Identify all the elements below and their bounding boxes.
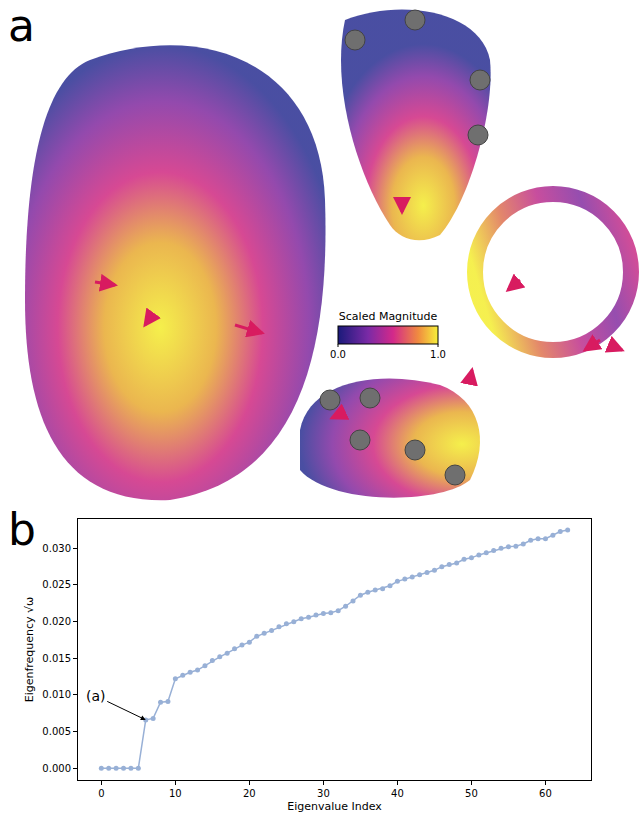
svg-text:0.005: 0.005 <box>42 726 71 737</box>
svg-text:0.0: 0.0 <box>330 349 346 360</box>
svg-text:0.010: 0.010 <box>42 689 71 700</box>
svg-text:Eigenfrequency √ω: Eigenfrequency √ω <box>23 597 36 703</box>
svg-text:(a): (a) <box>86 688 106 704</box>
svg-text:30: 30 <box>317 788 330 799</box>
svg-text:Scaled Magnitude: Scaled Magnitude <box>339 310 438 323</box>
svg-text:0.000: 0.000 <box>42 763 71 774</box>
svg-text:Eigenvalue Index: Eigenvalue Index <box>287 800 382 813</box>
html-text:a: a <box>8 0 35 51</box>
svg-text:0.030: 0.030 <box>42 543 71 554</box>
svg-text:0: 0 <box>98 788 104 799</box>
svg-text:20: 20 <box>243 788 256 799</box>
svg-text:0.015: 0.015 <box>42 653 71 664</box>
svg-text:10: 10 <box>169 788 182 799</box>
svg-text:50: 50 <box>465 788 478 799</box>
svg-text:0.025: 0.025 <box>42 579 71 590</box>
svg-text:60: 60 <box>539 788 552 799</box>
html-text:b: b <box>8 504 36 555</box>
svg-text:40: 40 <box>391 788 404 799</box>
svg-text:1.0: 1.0 <box>430 349 446 360</box>
svg-text:0.020: 0.020 <box>42 616 71 627</box>
